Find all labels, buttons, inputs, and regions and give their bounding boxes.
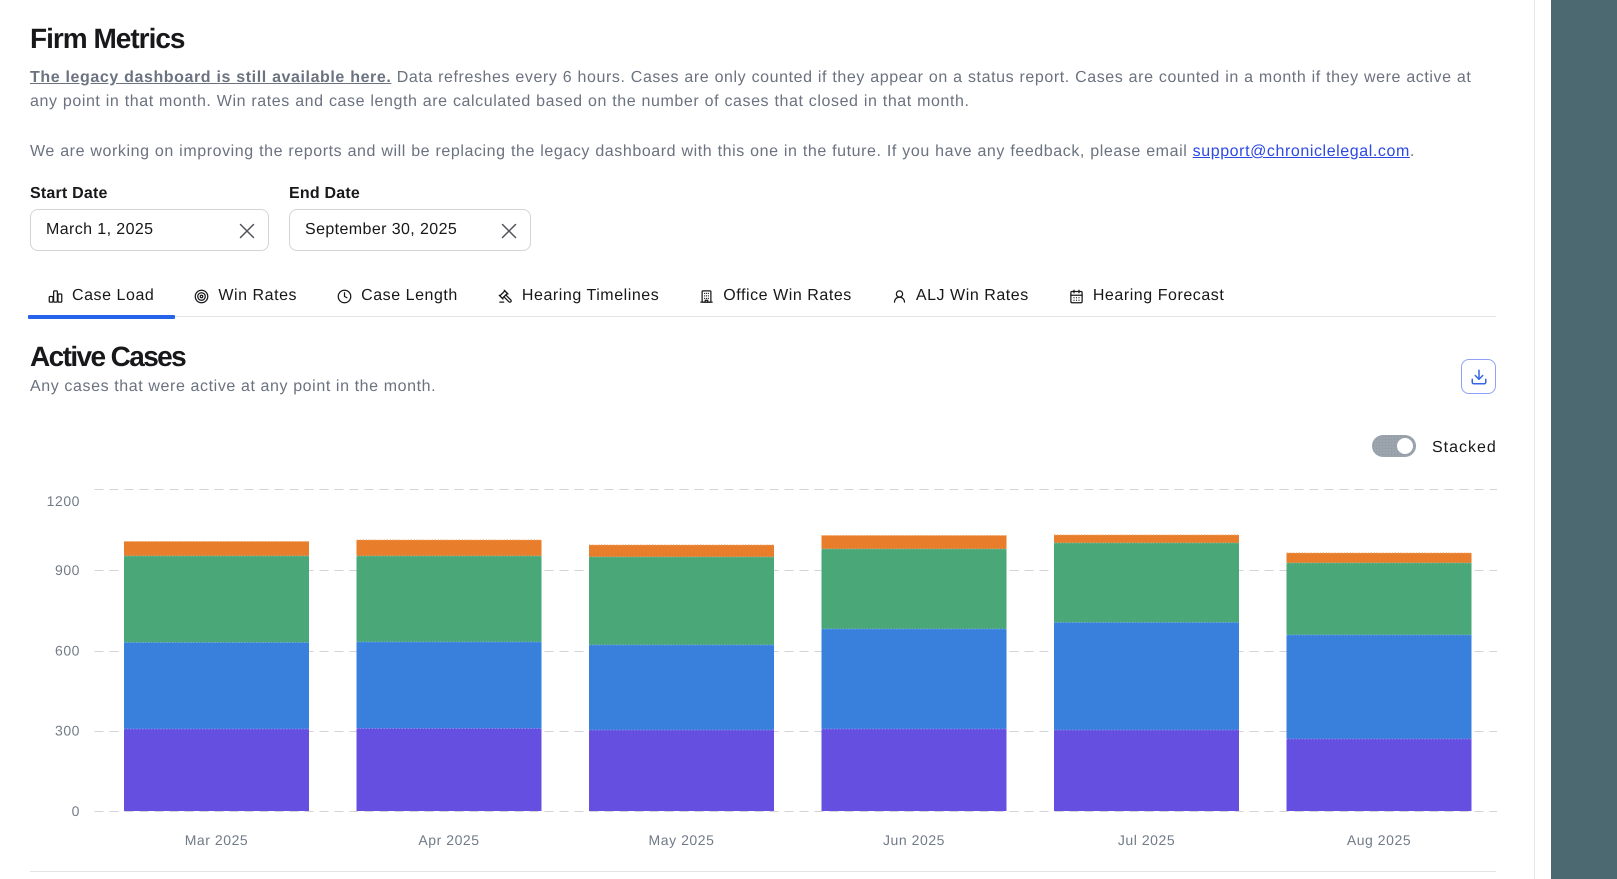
svg-text:600: 600 [55,643,80,659]
svg-text:Apr 2025: Apr 2025 [418,832,479,848]
svg-text:Aug 2025: Aug 2025 [1347,832,1411,848]
svg-text:300: 300 [55,723,80,739]
svg-text:1200: 1200 [47,493,80,509]
svg-text:900: 900 [55,562,80,578]
svg-text:Jun 2025: Jun 2025 [883,832,945,848]
svg-text:May 2025: May 2025 [649,832,715,848]
svg-text:Mar 2025: Mar 2025 [185,832,249,848]
svg-text:0: 0 [72,803,80,819]
svg-text:Jul 2025: Jul 2025 [1118,832,1175,848]
